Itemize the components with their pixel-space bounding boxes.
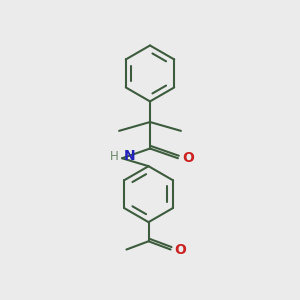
Text: O: O (174, 242, 186, 256)
Text: H: H (110, 150, 118, 163)
Text: O: O (182, 151, 194, 165)
Text: N: N (124, 149, 135, 164)
